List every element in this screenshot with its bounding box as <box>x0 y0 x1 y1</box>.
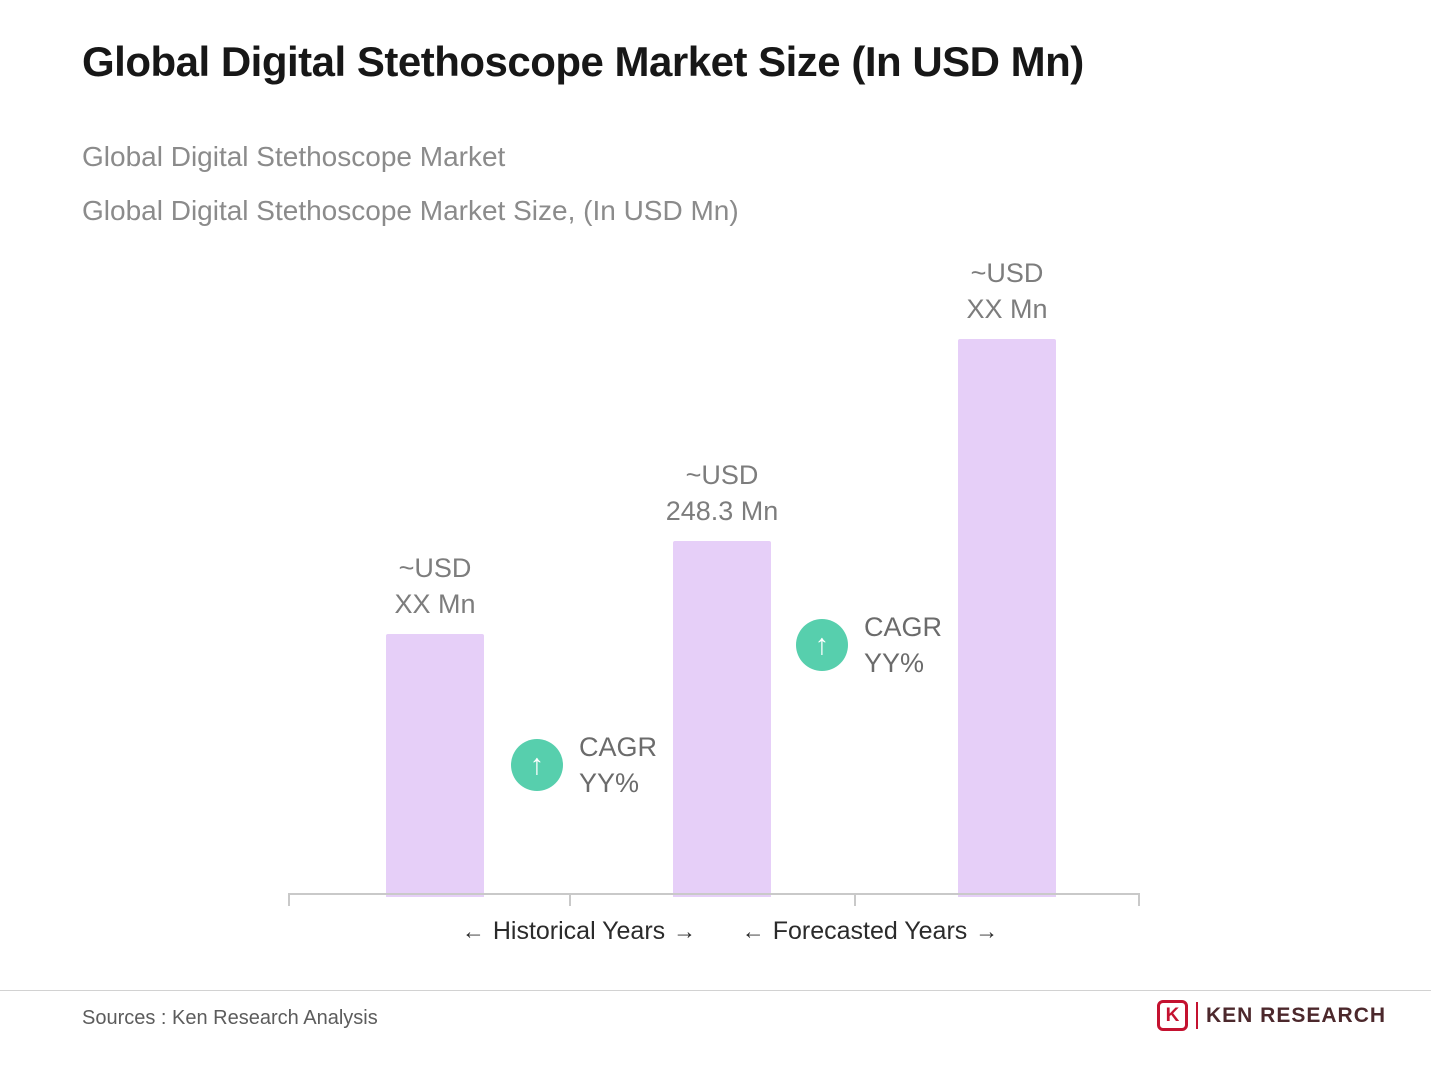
left-arrow-icon: ← <box>461 918 485 944</box>
cagr-label-line2: YY% <box>864 648 925 678</box>
cagr-badge-2: ↑ CAGR YY% <box>796 609 942 681</box>
bar-value-line2: 248.3 Mn <box>665 496 779 526</box>
ken-research-logo: K KEN RESEARCH <box>1157 1000 1386 1031</box>
bar-historical-1 <box>386 634 484 897</box>
right-arrow-icon: → <box>673 918 697 944</box>
axis-label-forecasted-years: ← Forecasted Years → <box>720 917 1020 946</box>
up-arrow-icon: ↑ <box>511 739 563 791</box>
bar-forecasted <box>958 339 1056 897</box>
bar-value-label: ~USD XX Mn <box>394 550 475 622</box>
bar-value-line1: ~USD <box>970 258 1044 288</box>
bar-group-historical-2: ~USD 248.3 Mn <box>622 457 822 897</box>
cagr-label-line1: CAGR <box>864 612 943 642</box>
footer-divider <box>0 990 1431 991</box>
axis-label-text: Historical Years <box>492 917 666 945</box>
bar-value-label: ~USD 248.3 Mn <box>666 457 779 529</box>
cagr-label: CAGR YY% <box>579 729 657 801</box>
logo-separator <box>1196 1002 1198 1029</box>
cagr-badge-1: ↑ CAGR YY% <box>511 729 657 801</box>
x-axis-tick <box>569 893 571 906</box>
cagr-label-line1: CAGR <box>579 732 658 762</box>
up-arrow-icon: ↑ <box>796 619 848 671</box>
bar-value-line2: XX Mn <box>966 294 1048 324</box>
up-arrow-glyph: ↑ <box>529 748 545 781</box>
bar-group-historical-1: ~USD XX Mn <box>335 550 535 897</box>
bar-value-line1: ~USD <box>398 553 472 583</box>
chart-subtitle-market: Global Digital Stethoscope Market <box>82 141 506 172</box>
right-arrow-icon: → <box>975 918 999 944</box>
cagr-label: CAGR YY% <box>864 609 942 681</box>
axis-label-text: Forecasted Years <box>772 917 968 945</box>
bar-group-forecasted: ~USD XX Mn <box>907 255 1107 897</box>
bar-value-label: ~USD XX Mn <box>966 255 1047 327</box>
left-arrow-icon: ← <box>741 918 765 944</box>
logo-letter: K <box>1165 1004 1180 1026</box>
x-axis-tick <box>288 893 290 906</box>
sources-text: Sources : Ken Research Analysis <box>82 1007 378 1029</box>
up-arrow-glyph: ↑ <box>814 628 830 661</box>
axis-label-historical-years: ← Historical Years → <box>429 917 729 946</box>
bar-value-line1: ~USD <box>685 460 759 490</box>
chart-subtitle-market-size: Global Digital Stethoscope Market Size, … <box>82 195 739 226</box>
ken-research-wordmark: KEN RESEARCH <box>1206 1003 1387 1027</box>
cagr-label-line2: YY% <box>579 768 640 798</box>
x-axis-tick <box>854 893 856 906</box>
page-title: Global Digital Stethoscope Market Size (… <box>82 38 1084 85</box>
bar-value-line2: XX Mn <box>394 589 476 619</box>
x-axis-line <box>288 893 1140 895</box>
ken-research-logo-icon: K <box>1157 1000 1188 1031</box>
bar-historical-2 <box>673 541 771 897</box>
x-axis-tick <box>1138 893 1140 906</box>
